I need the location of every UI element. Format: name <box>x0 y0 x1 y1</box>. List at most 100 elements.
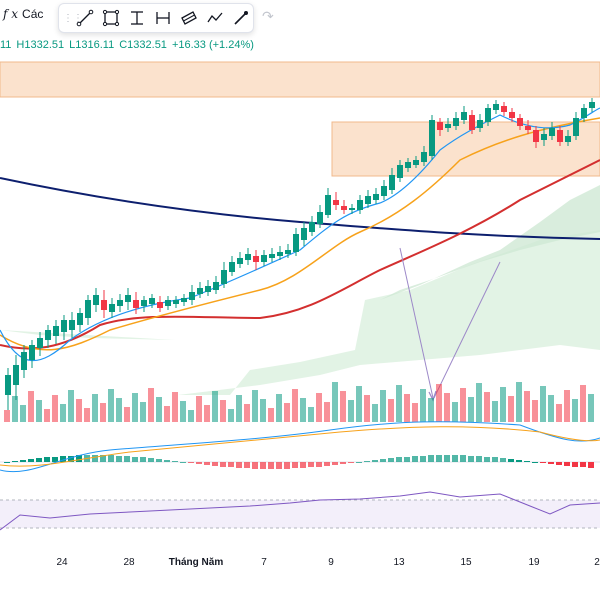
ema-slow-line <box>0 159 600 350</box>
macd-signal-line <box>0 426 600 467</box>
path-icon <box>207 12 223 23</box>
volume-bar <box>300 398 306 422</box>
macd-histogram-bar <box>484 457 490 462</box>
volume-bar <box>372 404 378 422</box>
macd-histogram-bar <box>196 462 202 464</box>
candle-body <box>101 300 107 310</box>
volume-bar <box>436 384 442 422</box>
candle-body <box>61 320 67 332</box>
rectangle-button[interactable] <box>99 5 123 31</box>
horizontal-range-button[interactable] <box>151 5 175 31</box>
volume-bar <box>404 394 410 422</box>
volume-bar <box>180 401 186 422</box>
volume-bar <box>220 400 226 422</box>
volume-bar <box>332 382 338 422</box>
time-axis-label: 28 <box>123 557 135 568</box>
macd-line <box>0 421 600 473</box>
macd-histogram-bar <box>236 462 242 468</box>
candle-body <box>269 254 275 258</box>
volume-bar <box>516 382 522 422</box>
volume-bar <box>60 404 66 422</box>
volume-bar <box>380 390 386 422</box>
vertical-range-button[interactable] <box>125 5 149 31</box>
volume-bar <box>412 403 418 422</box>
candle-body <box>581 108 587 118</box>
candle-body <box>565 136 571 142</box>
macd-histogram-bar <box>292 462 298 468</box>
vertical-range-icon <box>131 11 143 25</box>
candle-body <box>301 228 307 240</box>
macd-histogram-bar <box>556 462 562 465</box>
macd-histogram-bar <box>524 461 530 462</box>
arrow-line-right <box>433 261 501 399</box>
macd-histogram-bar <box>420 456 426 462</box>
rectangle-icon <box>102 9 120 27</box>
time-axis[interactable]: 24 28 Tháng Năm 7 9 13 15 19 2 <box>0 552 600 572</box>
volume-bar <box>44 409 50 422</box>
ohlc-change: +16.33 (+1.24%) <box>171 39 254 51</box>
brush-button[interactable] <box>229 5 253 31</box>
candle-body <box>221 270 227 284</box>
resistance-zone <box>0 61 600 98</box>
redo-icon[interactable]: ↷ <box>262 8 274 24</box>
ichimoku-cloud-upper <box>360 185 600 310</box>
volume-bar <box>228 409 234 422</box>
candle-body <box>165 300 171 306</box>
macd-histogram-bar <box>380 459 386 462</box>
candle-body <box>125 295 131 302</box>
macd-histogram-bar <box>460 455 466 462</box>
brush-icon <box>234 11 248 25</box>
volume-bar <box>356 386 362 422</box>
candle-body <box>261 255 267 262</box>
horizontal-range-icon <box>156 12 170 24</box>
ema-mid-line <box>0 117 600 351</box>
macd-histogram-bar <box>124 456 130 462</box>
macd-histogram-bar <box>76 455 82 462</box>
rsi-line <box>0 491 600 531</box>
volume-bar <box>396 385 402 422</box>
candle-body <box>173 300 179 304</box>
candle-body <box>37 338 43 348</box>
candle-body <box>349 208 355 210</box>
volume-bar <box>316 393 322 422</box>
macd-histogram-bar <box>252 462 258 469</box>
parallel-channel-button[interactable] <box>177 5 201 31</box>
candle-body <box>413 160 419 165</box>
drag-handle-icon[interactable]: ⋮⋮ <box>63 12 83 24</box>
candle-body <box>149 298 155 304</box>
volume-bar <box>388 399 394 422</box>
candle-body <box>341 206 347 210</box>
trend-line-button[interactable] <box>73 5 97 31</box>
volume-bar <box>556 404 562 422</box>
volume-bar <box>252 390 258 422</box>
candle-body <box>317 212 323 224</box>
macd-histogram-bar <box>116 456 122 462</box>
volume-bar <box>572 399 578 422</box>
time-axis-label: 24 <box>56 557 68 568</box>
candle-body <box>405 162 411 168</box>
volume-bar <box>164 406 170 422</box>
candle-body <box>293 234 299 252</box>
candle-body <box>213 282 219 290</box>
macd-histogram-bar <box>140 457 146 462</box>
candle-body <box>133 300 139 308</box>
candle-body <box>237 258 243 264</box>
macd-histogram-bar <box>396 457 402 462</box>
volume-bar <box>244 404 250 422</box>
volume-bar <box>12 396 18 422</box>
candle-body <box>365 196 371 204</box>
indicator-legend[interactable]: f x Các <box>3 7 43 21</box>
macd-histogram-bar <box>580 462 586 467</box>
candle-body <box>29 345 35 360</box>
candle-body <box>93 295 99 305</box>
path-button[interactable] <box>203 5 227 31</box>
macd-histogram-bar <box>20 460 26 462</box>
macd-histogram-bar <box>300 462 306 468</box>
candle-body <box>501 106 507 112</box>
macd-histogram-bar <box>412 456 418 462</box>
drawing-toolbar: ⋮⋮ <box>58 3 254 33</box>
volume-bar <box>580 385 586 422</box>
ohlc-legend: 11 H1332.51 L1316.11 C1332.51 +16.33 (+1.24%… <box>0 39 259 51</box>
macd-histogram-bar <box>52 457 58 462</box>
